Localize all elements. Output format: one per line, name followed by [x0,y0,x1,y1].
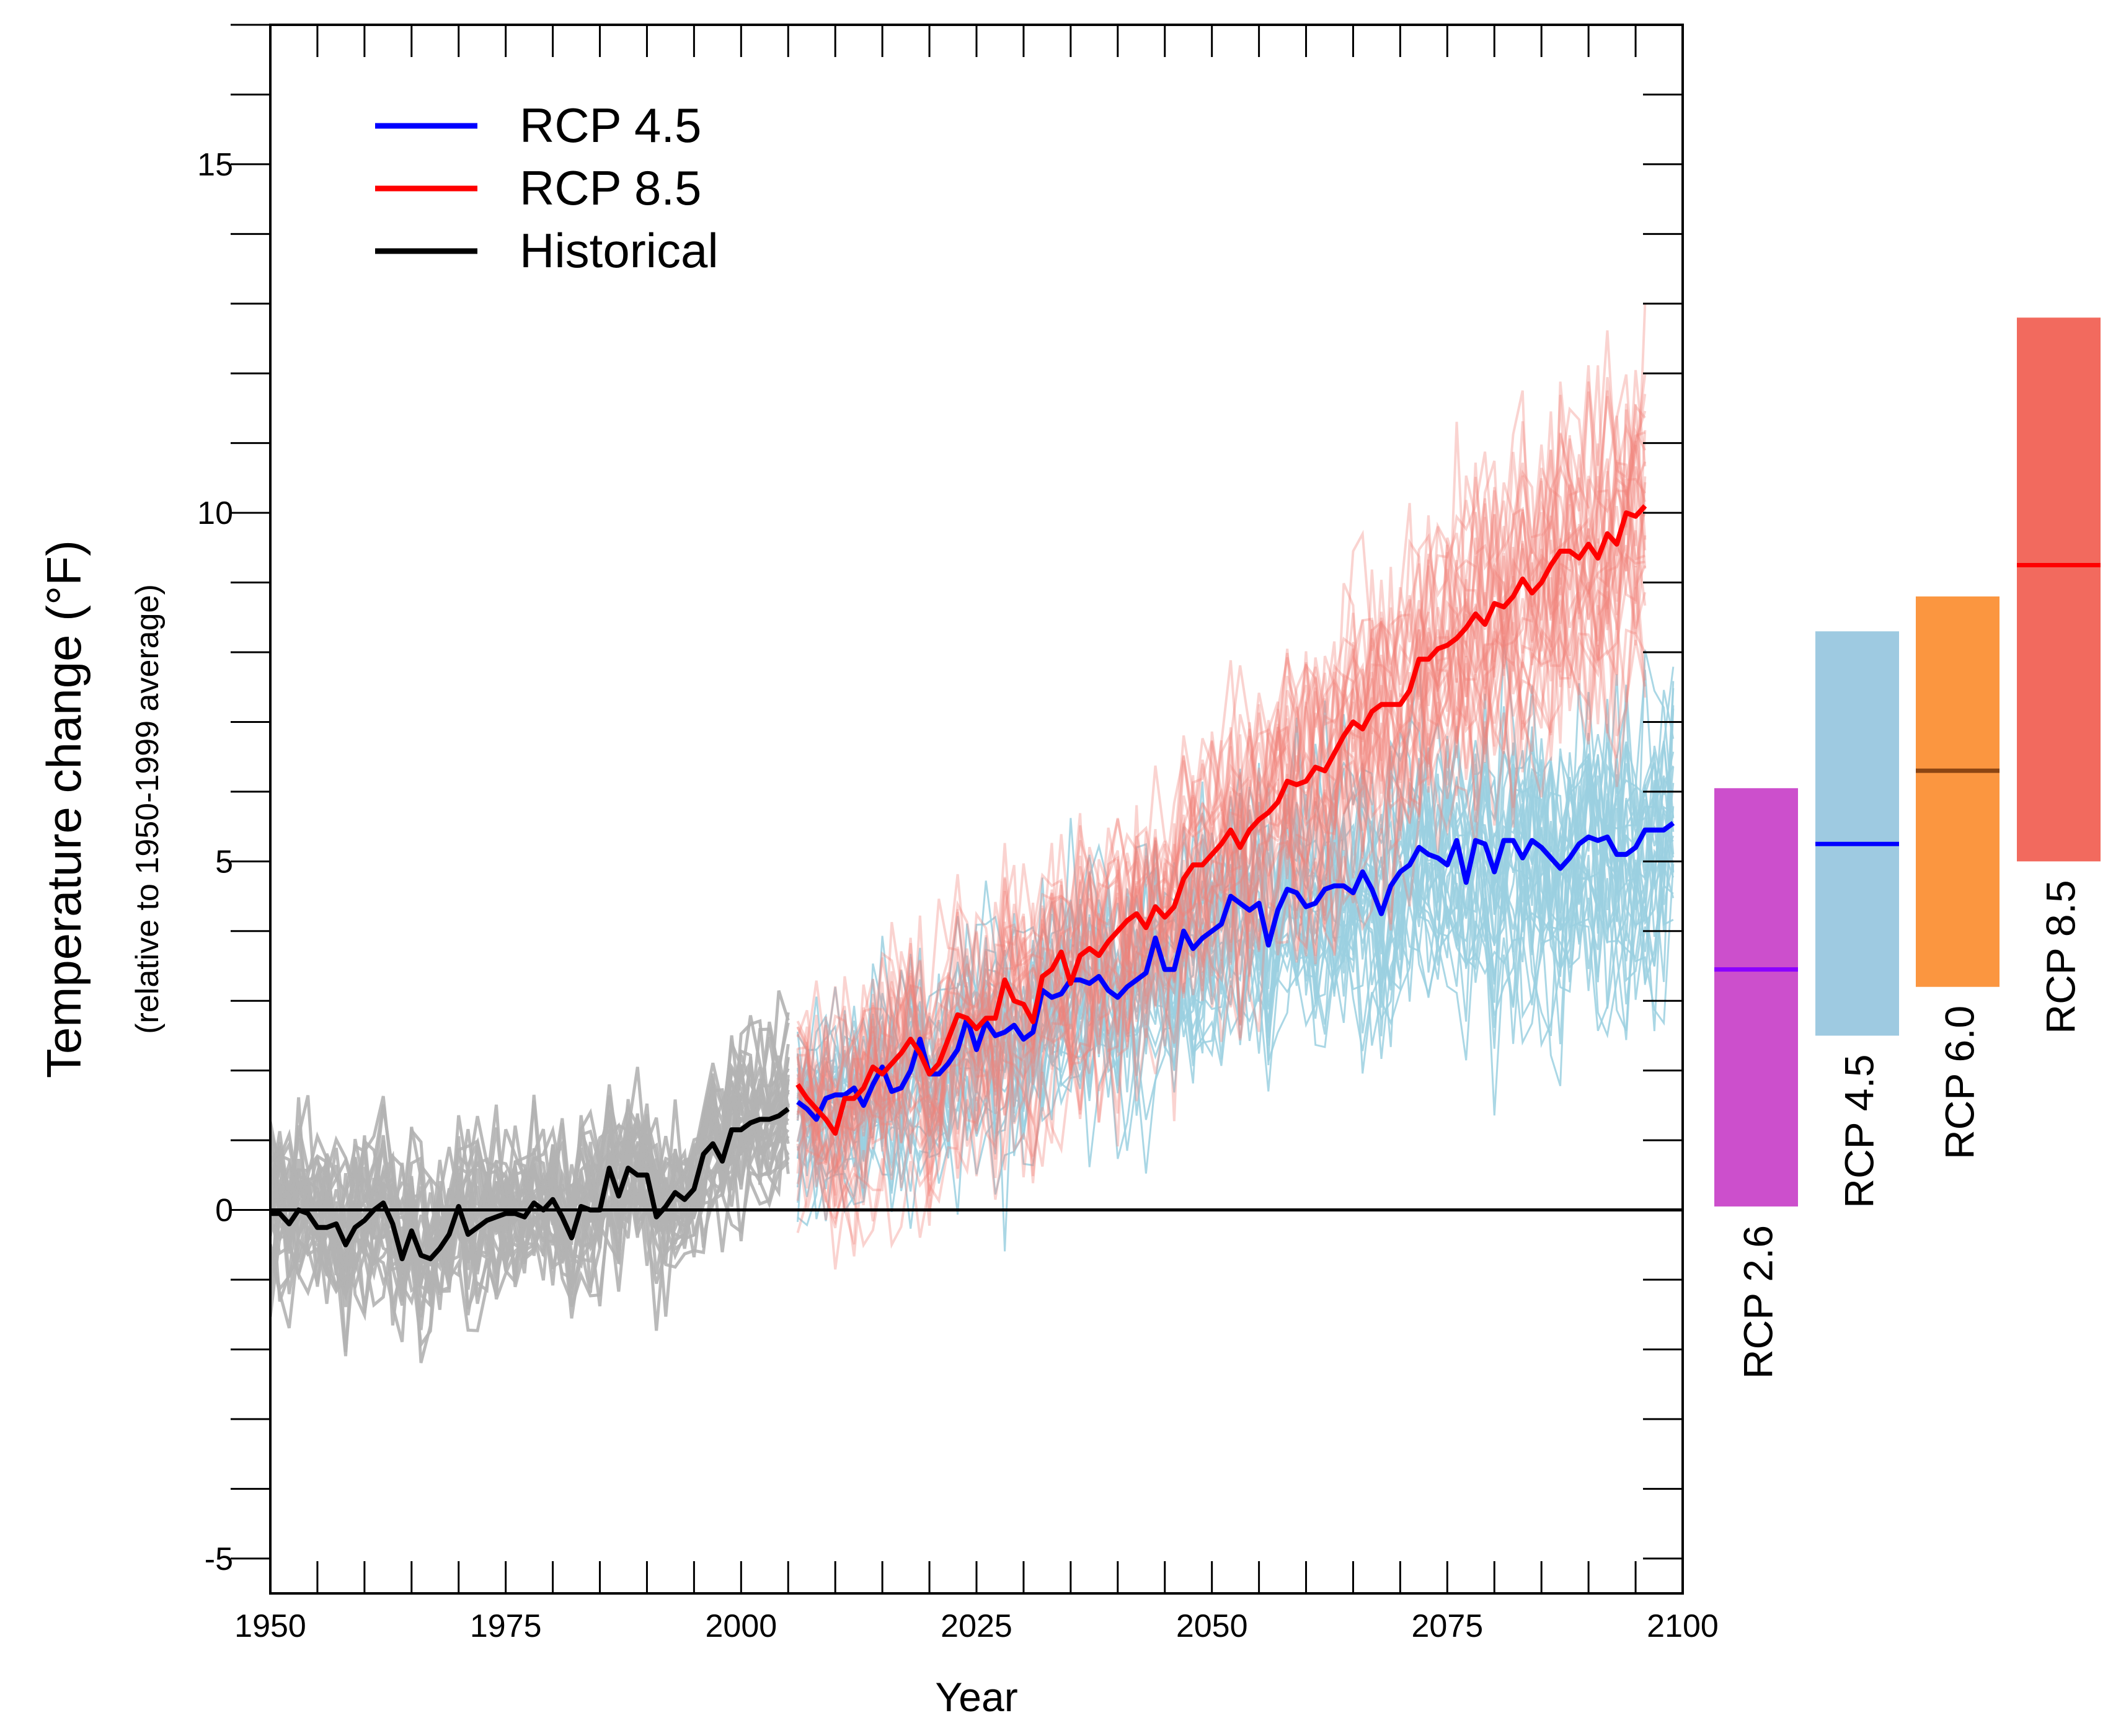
historical-member-line [270,1056,790,1321]
rcp85-member-line [796,477,1645,1207]
rcp85-member-line [796,394,1647,1175]
x-tick-label: 2000 [705,1608,777,1644]
range-bar [1916,596,2000,987]
rcp85-member-line [796,591,1647,1249]
y-tick-label: 15 [197,147,233,183]
rcp45-member-line [797,811,1675,1197]
rcp85-member-line [796,404,1647,1201]
rcp85-member-line [796,435,1647,1139]
historical-member-line [270,1134,790,1357]
legend-label: Historical [520,223,719,278]
historical-mean-line [270,1107,790,1262]
rcp-4-5-mean-line [796,821,1675,1122]
rcp85-member-line [796,403,1647,1166]
legend: RCP 4.5 RCP 8.5 Historical [375,98,719,278]
rcp85-member-line [797,403,1646,1196]
range-bar-label: RCP 2.6 [1735,1225,1781,1379]
rcp85-member-line [796,569,1647,1257]
y-axis-sublabel: (relative to 1950-1999 average) [130,584,166,1034]
rcp-8-5-mean-line [795,504,1647,1136]
rcp85-member-line [797,427,1647,1150]
range-bar [1714,788,1798,1207]
range-bar-label: RCP 8.5 [2038,880,2084,1034]
rcp85-member-line [796,432,1645,1208]
rcp85-member-line [796,374,1645,1189]
rcp45-member-line [797,666,1675,1125]
x-tick-label: 2050 [1176,1608,1248,1644]
rcp85-member-line [796,476,1647,1180]
x-tick-label: 1975 [470,1608,542,1644]
rcp85-member-line [796,445,1647,1153]
y-tick-label: 0 [215,1193,233,1229]
rcp85-member-line [796,430,1647,1211]
rcp45-member-line [797,753,1675,1200]
tick-labels: 1950 1975 2000 2025 2050 2075 2100 -5 0 5 10 15 [197,147,1719,1644]
y-tick-label: 5 [215,844,233,880]
x-axis-label: Year [935,1674,1017,1720]
range-bar-label: RCP 6.0 [1937,1006,1983,1159]
x-tick-label: 2075 [1411,1608,1483,1644]
plot-frame [269,24,1684,1595]
rcp85-member-line [796,606,1647,1226]
legend-label: RCP 8.5 [520,161,701,215]
rcp85-member-line [796,365,1647,1125]
x-tick-label: 1950 [234,1608,306,1644]
y-tick-label: 10 [197,495,233,531]
rcp85-member-line [796,330,1647,1141]
x-tick-label: 2100 [1647,1608,1719,1644]
range-bar [2017,317,2101,862]
y-tick-label: -5 [205,1541,233,1577]
rcp45-member-line [797,733,1675,1189]
range-bar-label: RCP 4.5 [1836,1054,1882,1208]
range-bar [1815,631,1899,1036]
scenario-range-bars: RCP 2.6 RCP 4.5 RCP 6.0 RCP 8.5 [1714,317,2101,1379]
rcp85-member-line [796,528,1647,1245]
model-ensemble-lines [270,304,1675,1363]
y-axis-label: Temperature change (°F) [37,540,91,1078]
y-axis-subtitle: (relative to 1950-1999 average) [130,584,166,1034]
rcp85-member-line [796,443,1647,1221]
rcp85-member-line [796,504,1647,1270]
rcp85-member-line [796,381,1646,1197]
legend-label: RCP 4.5 [520,98,701,153]
rcp85-member-line [797,390,1647,1166]
rcp85-member-line [796,365,1647,1068]
x-tick-label: 2025 [941,1608,1012,1644]
rcp85-member-line [796,409,1647,1211]
historical-member-line [270,990,790,1267]
axis-ticks [231,24,1684,1593]
rcp85-member-line [796,391,1645,1105]
y-axis-title: Temperature change (°F) [37,540,91,1078]
mean-lines [270,504,1675,1262]
